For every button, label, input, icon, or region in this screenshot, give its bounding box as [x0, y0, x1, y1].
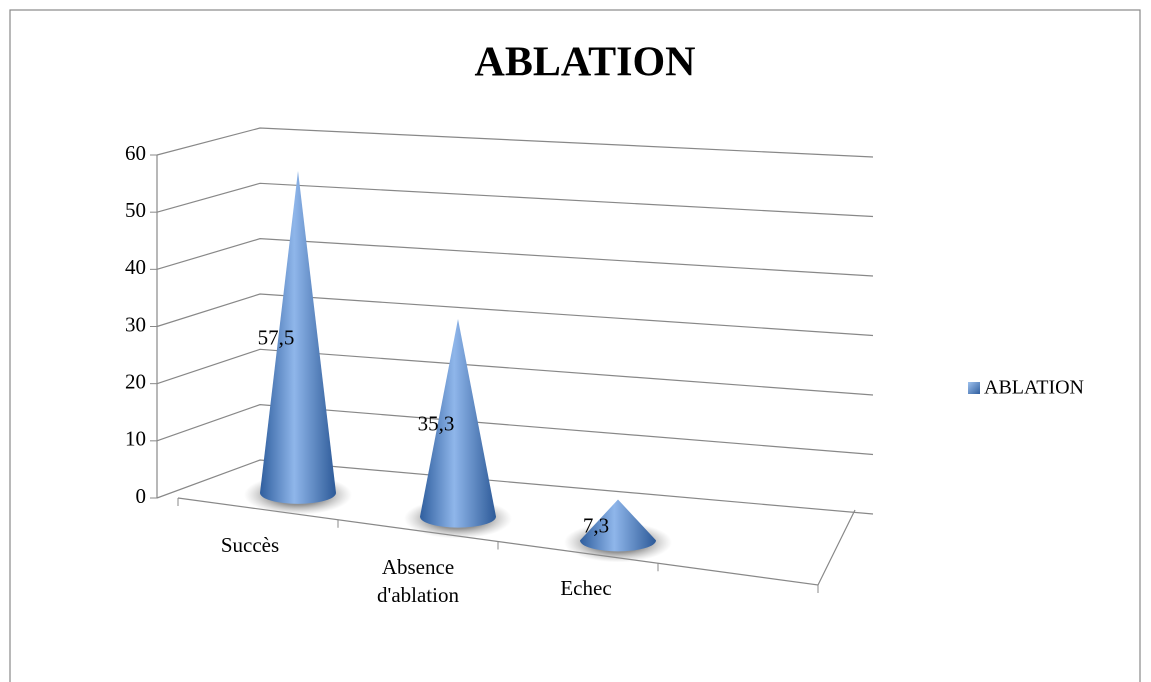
y-tick-label: 10	[125, 427, 146, 451]
x-tick-label: Echec	[560, 576, 612, 601]
legend-swatch	[968, 382, 980, 394]
y-tick-label: 0	[136, 484, 147, 508]
x-tick-label: Absence d'ablation	[377, 554, 459, 607]
grid-line	[156, 182, 874, 218]
chart-title: ABLATION	[475, 40, 696, 86]
grid-line	[156, 404, 874, 456]
cone	[260, 170, 336, 504]
data-label: 35,3	[418, 412, 455, 436]
y-tick-label: 40	[125, 255, 146, 279]
grid-line	[156, 348, 874, 396]
grid-line	[156, 238, 874, 277]
y-tick-label: 30	[125, 312, 146, 336]
y-tick-label: 20	[125, 369, 146, 393]
cone	[420, 318, 496, 528]
grid-line	[156, 127, 874, 158]
cone	[580, 499, 656, 552]
legend-label: ABLATION	[984, 377, 1084, 399]
y-tick-label: 50	[125, 198, 146, 222]
data-label: 7,3	[583, 514, 609, 538]
x-tick-label: Succès	[220, 532, 280, 557]
grid-line	[156, 459, 874, 515]
y-tick-label: 60	[125, 141, 146, 165]
grid-line	[156, 293, 874, 337]
data-label: 57,5	[258, 326, 295, 350]
chart-border	[9, 9, 1141, 682]
